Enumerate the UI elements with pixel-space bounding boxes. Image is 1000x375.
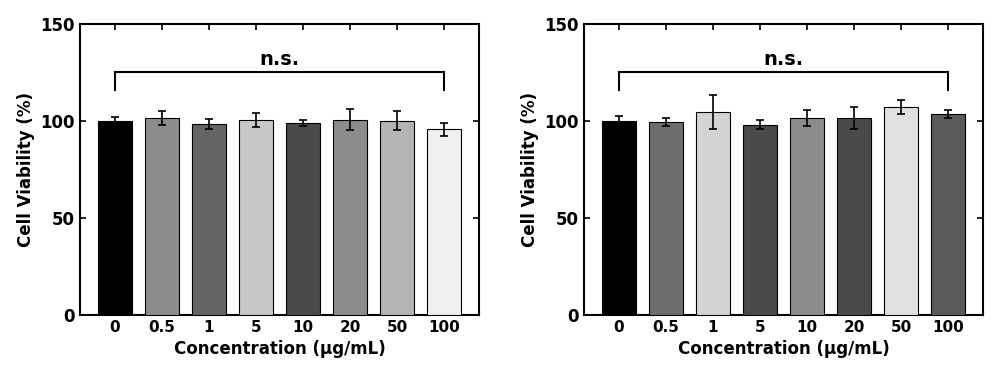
Y-axis label: Cell Viability (%): Cell Viability (%) xyxy=(17,92,35,247)
Bar xyxy=(286,123,320,315)
Bar xyxy=(884,107,918,315)
Bar xyxy=(790,118,824,315)
Bar xyxy=(145,118,179,315)
Bar xyxy=(427,129,461,315)
Bar xyxy=(333,120,367,315)
Bar xyxy=(98,121,132,315)
Bar xyxy=(192,124,226,315)
X-axis label: Concentration (μg/mL): Concentration (μg/mL) xyxy=(174,340,385,358)
Bar xyxy=(649,122,683,315)
Text: n.s.: n.s. xyxy=(259,50,299,69)
Bar xyxy=(602,121,636,315)
Bar xyxy=(837,118,871,315)
X-axis label: Concentration (μg/mL): Concentration (μg/mL) xyxy=(678,340,889,358)
Y-axis label: Cell Viability (%): Cell Viability (%) xyxy=(521,92,539,247)
Bar xyxy=(696,112,730,315)
Text: n.s.: n.s. xyxy=(763,50,804,69)
Bar xyxy=(743,124,777,315)
Bar xyxy=(239,120,273,315)
Bar xyxy=(380,121,414,315)
Bar xyxy=(931,114,965,315)
